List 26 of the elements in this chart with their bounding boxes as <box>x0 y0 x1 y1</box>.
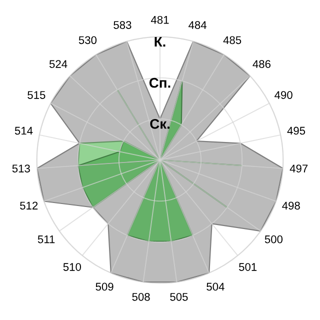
y-tick-label: К. <box>154 36 166 47</box>
spoke-label: 508 <box>132 292 150 301</box>
spoke-label: 509 <box>96 282 114 291</box>
spoke-label: 495 <box>287 126 306 135</box>
spoke-label: 486 <box>252 60 270 68</box>
spoke-label: 512 <box>20 202 38 210</box>
spoke-label: 498 <box>282 202 300 210</box>
spoke-label: 501 <box>239 263 257 271</box>
spoke-label: 504 <box>206 282 224 291</box>
spoke-label: 514 <box>14 126 33 135</box>
spoke-label: 490 <box>274 91 292 99</box>
spoke-label: 513 <box>12 164 30 172</box>
spoke-label: 484 <box>188 21 206 29</box>
spoke-label: 481 <box>150 16 169 24</box>
y-tick-label: Ск. <box>150 118 170 129</box>
spoke-label: 524 <box>49 60 68 68</box>
spoke-label: 500 <box>264 235 283 244</box>
spoke-label: 583 <box>114 21 132 29</box>
spoke-label: 485 <box>223 36 242 44</box>
y-tick-label: Сп. <box>149 78 170 88</box>
spoke-label: 497 <box>290 164 308 172</box>
spoke-label: 505 <box>170 292 188 301</box>
spoke-label: 530 <box>78 36 97 44</box>
spoke-label: 510 <box>63 263 82 271</box>
spoke-label: 515 <box>28 91 46 99</box>
spoke-label: 511 <box>38 235 55 244</box>
